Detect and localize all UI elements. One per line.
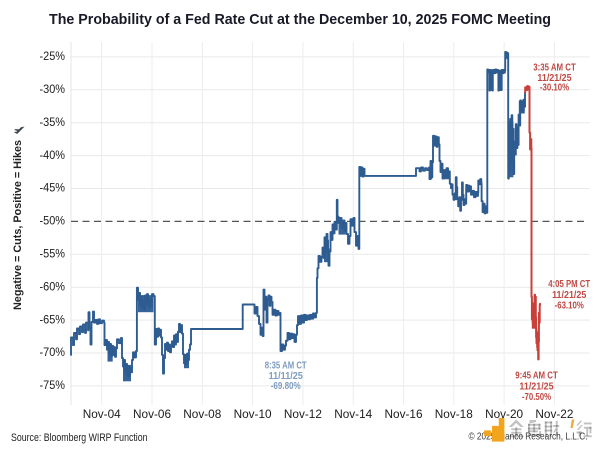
svg-text:-70%: -70%	[40, 345, 66, 359]
svg-text:Negative = Cuts, Positive = Hi: Negative = Cuts, Positive = Hikes	[12, 140, 24, 310]
svg-text:Nov-18: Nov-18	[435, 407, 473, 421]
svg-text:-65%: -65%	[40, 312, 66, 326]
svg-text:11/21/25: 11/21/25	[519, 382, 553, 393]
svg-text:Nov-22: Nov-22	[535, 407, 573, 421]
svg-text:Nov-06: Nov-06	[133, 407, 171, 421]
svg-text:Nov-12: Nov-12	[284, 407, 322, 421]
svg-text:Nov-08: Nov-08	[183, 407, 221, 421]
svg-text:11/21/25: 11/21/25	[552, 290, 586, 301]
svg-text:Nov-04: Nov-04	[83, 407, 121, 421]
svg-text:-69.80%: -69.80%	[271, 381, 301, 392]
svg-text:8:35 AM CT: 8:35 AM CT	[265, 361, 308, 372]
svg-text:© 2025 Bianco Research, L.L.C.: © 2025 Bianco Research, L.L.C.	[469, 432, 588, 443]
svg-text:-30%: -30%	[40, 82, 66, 96]
svg-text:-55%: -55%	[40, 247, 66, 261]
svg-text:4:05 PM CT: 4:05 PM CT	[548, 279, 591, 290]
svg-text:-70.50%: -70.50%	[522, 392, 551, 403]
svg-text:Source: Bloomberg WIRP Functio: Source: Bloomberg WIRP Function	[11, 432, 148, 444]
svg-text:11/11/25: 11/11/25	[269, 371, 303, 382]
svg-text:-60%: -60%	[40, 279, 66, 293]
svg-text:-30.10%: -30.10%	[540, 82, 569, 93]
svg-text:Nov-16: Nov-16	[385, 407, 423, 421]
svg-text:-75%: -75%	[40, 378, 66, 392]
svg-text:-50%: -50%	[40, 214, 66, 228]
svg-text:Nov-14: Nov-14	[334, 407, 372, 421]
svg-text:11/21/25: 11/21/25	[537, 73, 571, 84]
svg-text:3:35 AM CT: 3:35 AM CT	[533, 63, 576, 74]
svg-text:-35%: -35%	[40, 115, 66, 129]
svg-text:Nov-10: Nov-10	[234, 407, 272, 421]
svg-text:-25%: -25%	[40, 49, 66, 63]
svg-text:Nov-20: Nov-20	[485, 407, 523, 421]
svg-text:The Probability of a Fed Rate: The Probability of a Fed Rate Cut at the…	[49, 11, 551, 28]
svg-text:9:45 AM CT: 9:45 AM CT	[515, 371, 558, 382]
svg-text:-40%: -40%	[40, 148, 66, 162]
svg-text:-63.10%: -63.10%	[555, 301, 584, 312]
svg-text:-45%: -45%	[40, 181, 66, 195]
